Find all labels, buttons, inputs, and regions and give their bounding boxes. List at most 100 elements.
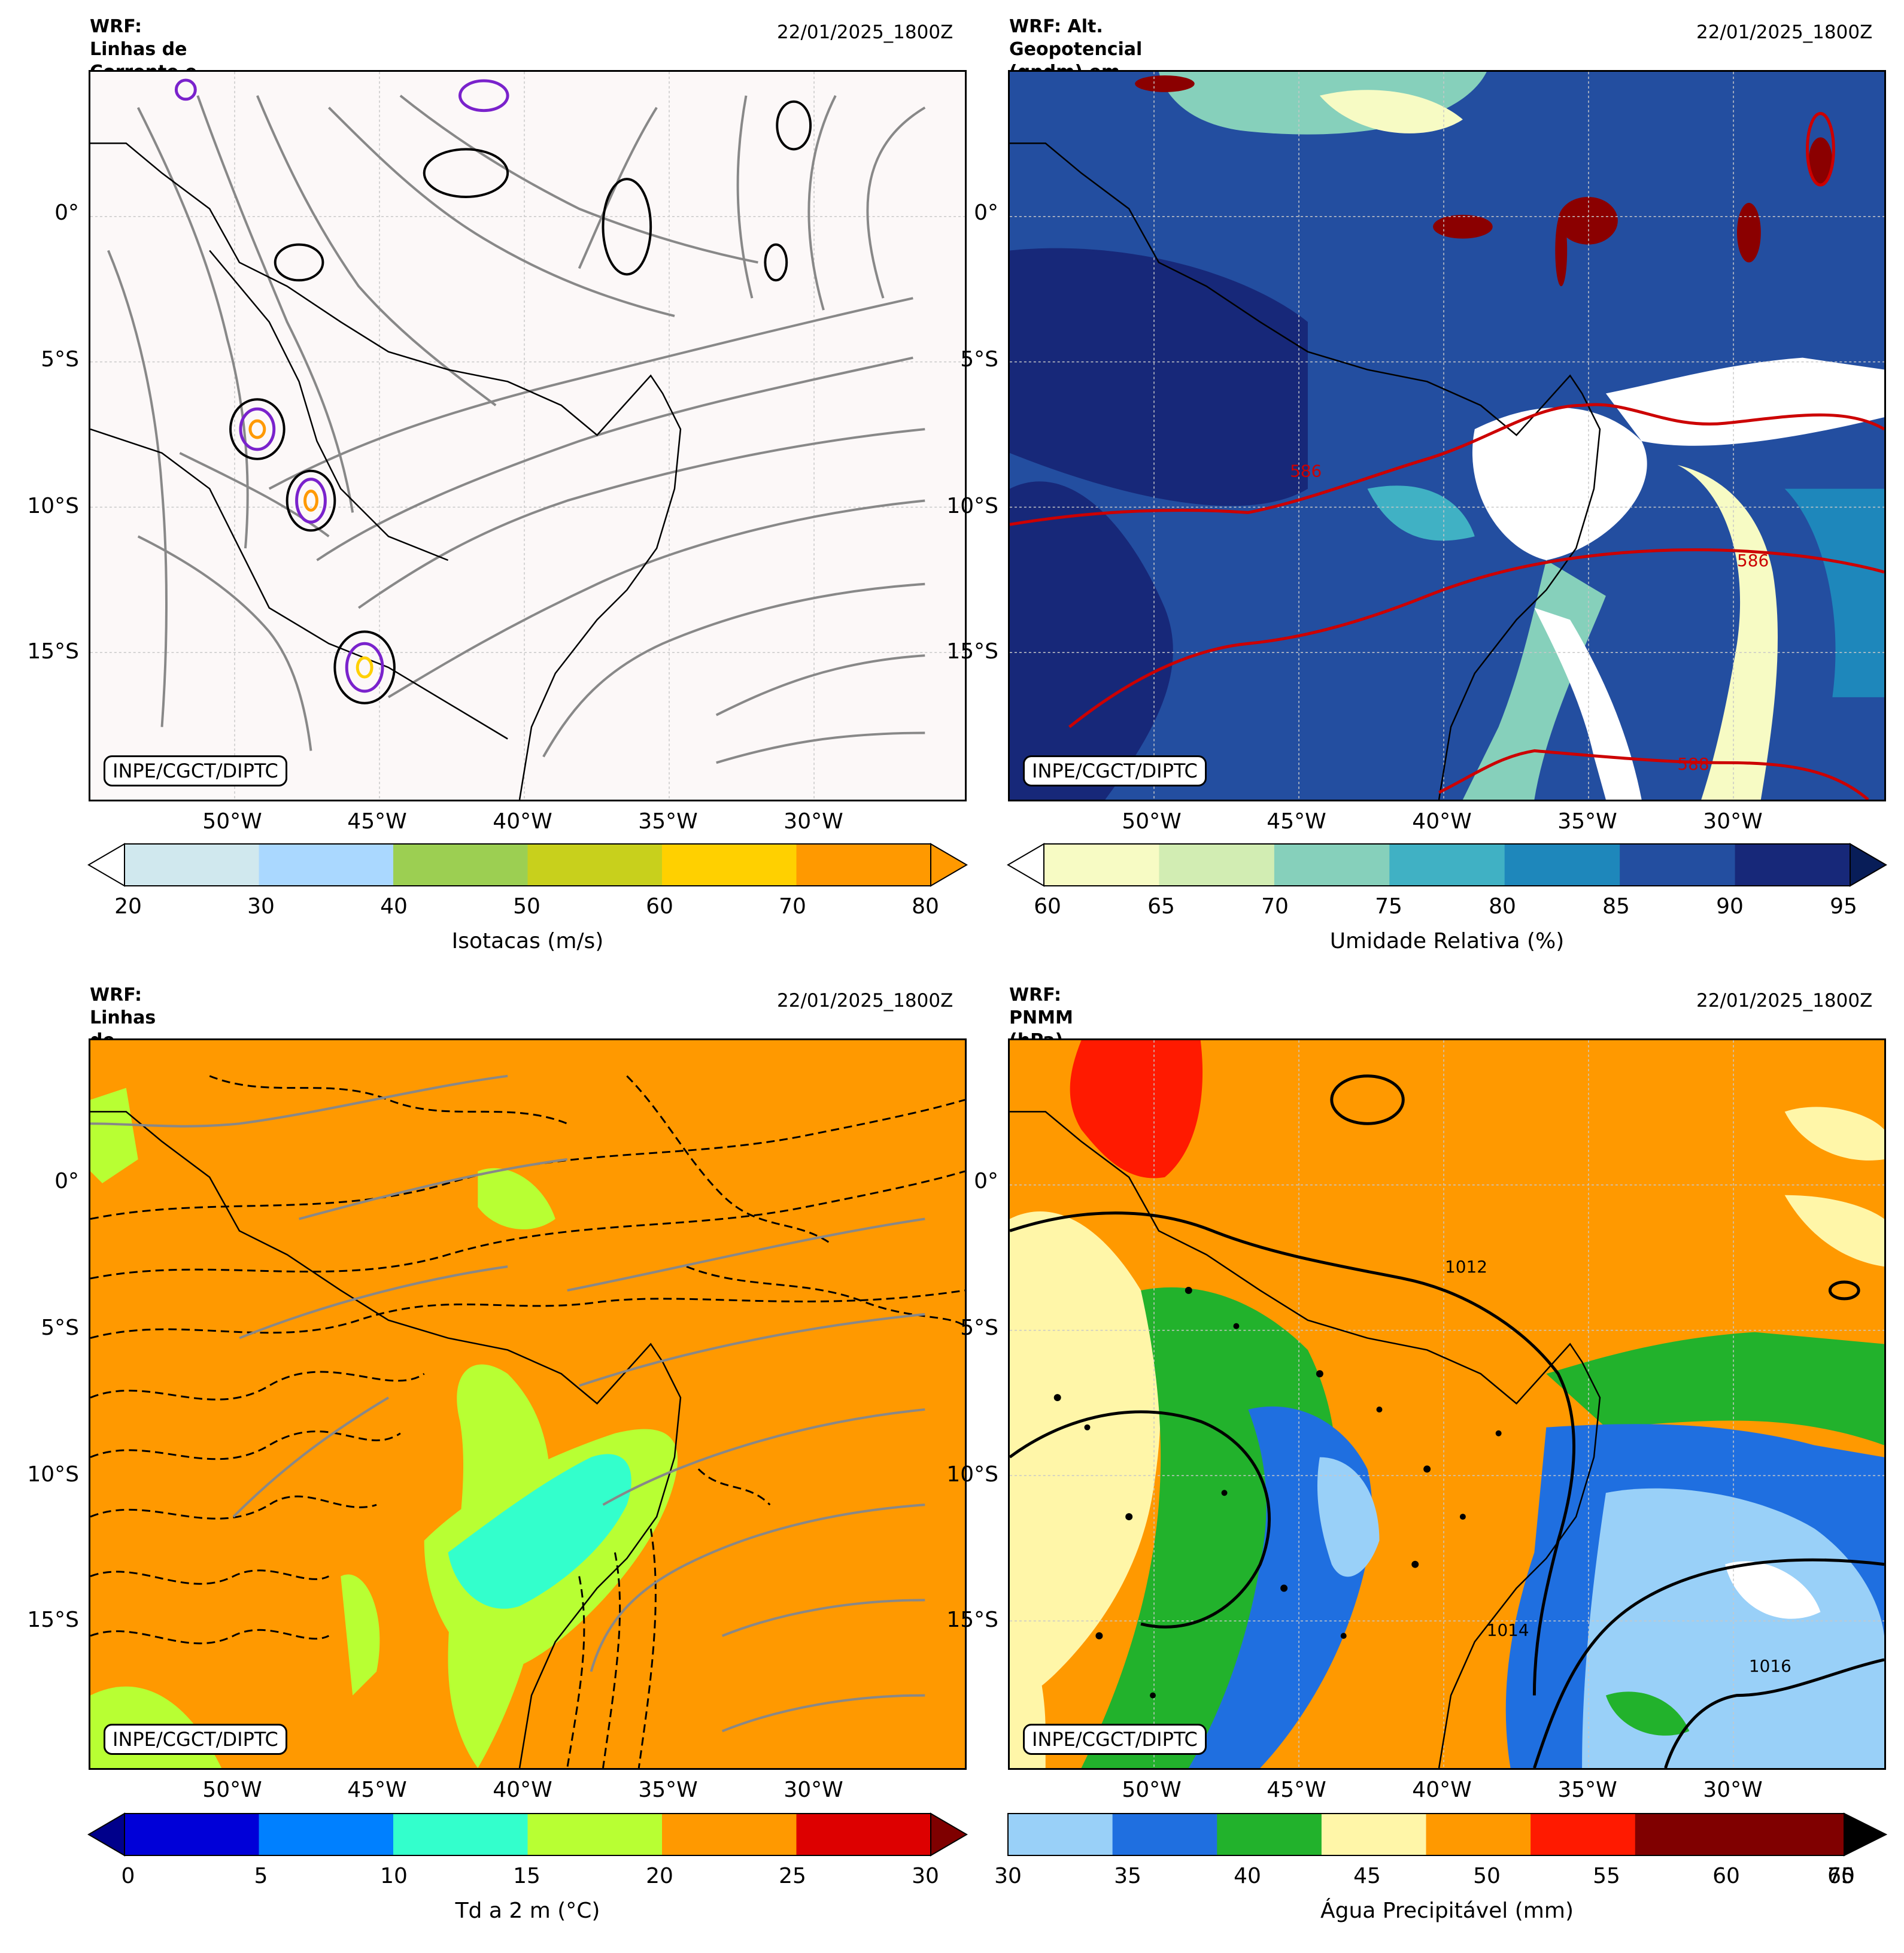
colorbar-swatch	[662, 1814, 797, 1855]
colorbar: 30 35 40 45 50 55 60 65 70 Água Precipit…	[994, 1812, 1888, 1923]
streamline-field	[90, 72, 965, 800]
panel-datetime: 22/01/2025_1800Z	[777, 22, 953, 43]
colorbar-tick: 50	[1473, 1864, 1501, 1888]
lat-label: 0°	[54, 1169, 79, 1193]
lat-label: 15°S	[946, 639, 998, 664]
colorbar-tick-overlap: 70	[1827, 1864, 1855, 1888]
lat-label: 15°S	[946, 1608, 998, 1632]
colorbar-swatch	[1735, 844, 1851, 886]
lon-label: 50°W	[202, 809, 262, 834]
colorbar-swatch	[1426, 1814, 1531, 1855]
colorbar-extend-max	[930, 1812, 968, 1857]
lat-label: 0°	[54, 201, 79, 225]
colorbar-swatches	[1007, 1812, 1888, 1857]
lon-label: 40°W	[493, 1778, 552, 1802]
colorbar-tick: 30	[247, 894, 275, 919]
colorbar-swatch	[1008, 1814, 1113, 1855]
colorbar-frame	[1043, 843, 1851, 886]
colorbar-tick: 65	[1827, 1864, 1855, 1888]
map-area: INPE/CGCT/DIPTC	[89, 1038, 967, 1770]
contour-label: 1014	[1487, 1620, 1529, 1640]
colorbar-swatch	[393, 844, 528, 886]
colorbar-swatch	[259, 844, 394, 886]
lon-label: 45°W	[1267, 1778, 1326, 1802]
colorbar-extend-min	[87, 1812, 125, 1857]
colorbar-tick: 30	[994, 1864, 1022, 1888]
lon-label: 30°W	[784, 809, 843, 834]
lat-label: 0°	[974, 201, 998, 225]
colorbar-swatch	[1620, 844, 1736, 886]
colorbar-swatch	[1739, 1814, 1845, 1855]
colorbar: 60 65 70 75 80 85 90 95 Umidade Relativa…	[1007, 843, 1887, 953]
colorbar-frame	[124, 1813, 931, 1856]
lat-label: 5°S	[960, 347, 998, 372]
credit-label: INPE/CGCT/DIPTC	[1023, 755, 1207, 786]
lon-label: 35°W	[638, 809, 698, 834]
lat-label: 10°S	[27, 494, 79, 518]
lon-label: 40°W	[1412, 1778, 1472, 1802]
colorbar-tick: 35	[1114, 1864, 1141, 1888]
colorbar-tick: 20	[646, 1864, 673, 1888]
colorbar-tick: 60	[1712, 1864, 1740, 1888]
colorbar-swatches	[87, 843, 968, 887]
colorbar-swatch	[1389, 844, 1505, 886]
lat-label: 5°S	[41, 347, 79, 372]
colorbar-tick: 60	[646, 894, 673, 919]
credit-label: INPE/CGCT/DIPTC	[104, 755, 287, 786]
colorbar-tick: 65	[1147, 894, 1175, 919]
colorbar-tick: 70	[779, 894, 806, 919]
colorbar-extend-min	[87, 843, 125, 887]
colorbar-extend-min	[1007, 843, 1044, 887]
colorbar-swatch	[124, 844, 259, 886]
colorbar-tick: 20	[114, 894, 142, 919]
colorbar-label: Umidade Relativa (%)	[1329, 929, 1565, 953]
colorbar-swatch	[1321, 1814, 1426, 1855]
dewpoint-field	[90, 1040, 965, 1768]
colorbar-tick: 5	[254, 1864, 268, 1888]
lon-label: 35°W	[1557, 1778, 1617, 1802]
lat-label: 0°	[974, 1169, 998, 1193]
lon-label: 50°W	[1122, 809, 1182, 834]
lon-label: 40°W	[1412, 809, 1472, 834]
colorbar-tick: 80	[912, 894, 939, 919]
colorbar-tick: 30	[912, 1864, 939, 1888]
colorbar-tick: 60	[1034, 894, 1061, 919]
colorbar-frame	[1007, 1813, 1845, 1856]
colorbar-swatch	[393, 1814, 528, 1855]
colorbar-swatch	[124, 1814, 259, 1855]
lat-label: 10°S	[946, 1462, 998, 1487]
colorbar-tick: 70	[1261, 894, 1289, 919]
colorbar-swatch	[1217, 1814, 1322, 1855]
lon-label: 45°W	[1267, 809, 1326, 834]
lat-label: 10°S	[27, 1462, 79, 1487]
lon-label: 35°W	[1557, 809, 1617, 834]
colorbar-extend-max	[1844, 1812, 1888, 1857]
colorbar-swatch	[1159, 844, 1275, 886]
colorbar-tick: 15	[513, 1864, 540, 1888]
credit-label: INPE/CGCT/DIPTC	[104, 1724, 287, 1755]
map-area: 1012 1014 1016 INPE/CGCT/DIPTC	[1008, 1038, 1886, 1770]
colorbar: 0 5 10 15 20 25 30 Td a 2 m (°C)	[87, 1812, 968, 1923]
lon-label: 30°W	[784, 1778, 843, 1802]
colorbar-tick: 45	[1353, 1864, 1381, 1888]
panel-datetime: 22/01/2025_1800Z	[777, 990, 953, 1012]
colorbar-tick: 55	[1593, 1864, 1620, 1888]
colorbar-label: Td a 2 m (°C)	[455, 1899, 600, 1923]
colorbar-swatch	[1504, 844, 1620, 886]
colorbar-swatch	[1044, 844, 1159, 886]
colorbar-label: Água Precipitável (mm)	[1320, 1899, 1574, 1923]
contour-label: 1012	[1445, 1257, 1487, 1277]
precipitable-water-field: 1012 1014 1016	[1010, 1040, 1884, 1768]
lon-label: 40°W	[493, 809, 552, 834]
contour-label: 586	[1290, 461, 1322, 481]
colorbar-tick: 40	[380, 894, 408, 919]
colorbar-swatches	[87, 1812, 968, 1857]
lat-label: 5°S	[960, 1316, 998, 1340]
colorbar-tick: 90	[1716, 894, 1744, 919]
map-area: 586 586 588 INPE/CGCT/DIPTC	[1008, 70, 1886, 801]
lon-label: 30°W	[1703, 809, 1763, 834]
map-area: INPE/CGCT/DIPTC	[89, 70, 967, 801]
colorbar-label: Isotacas (m/s)	[451, 929, 604, 953]
colorbar-tick: 10	[380, 1864, 408, 1888]
lat-label: 15°S	[27, 1608, 79, 1632]
